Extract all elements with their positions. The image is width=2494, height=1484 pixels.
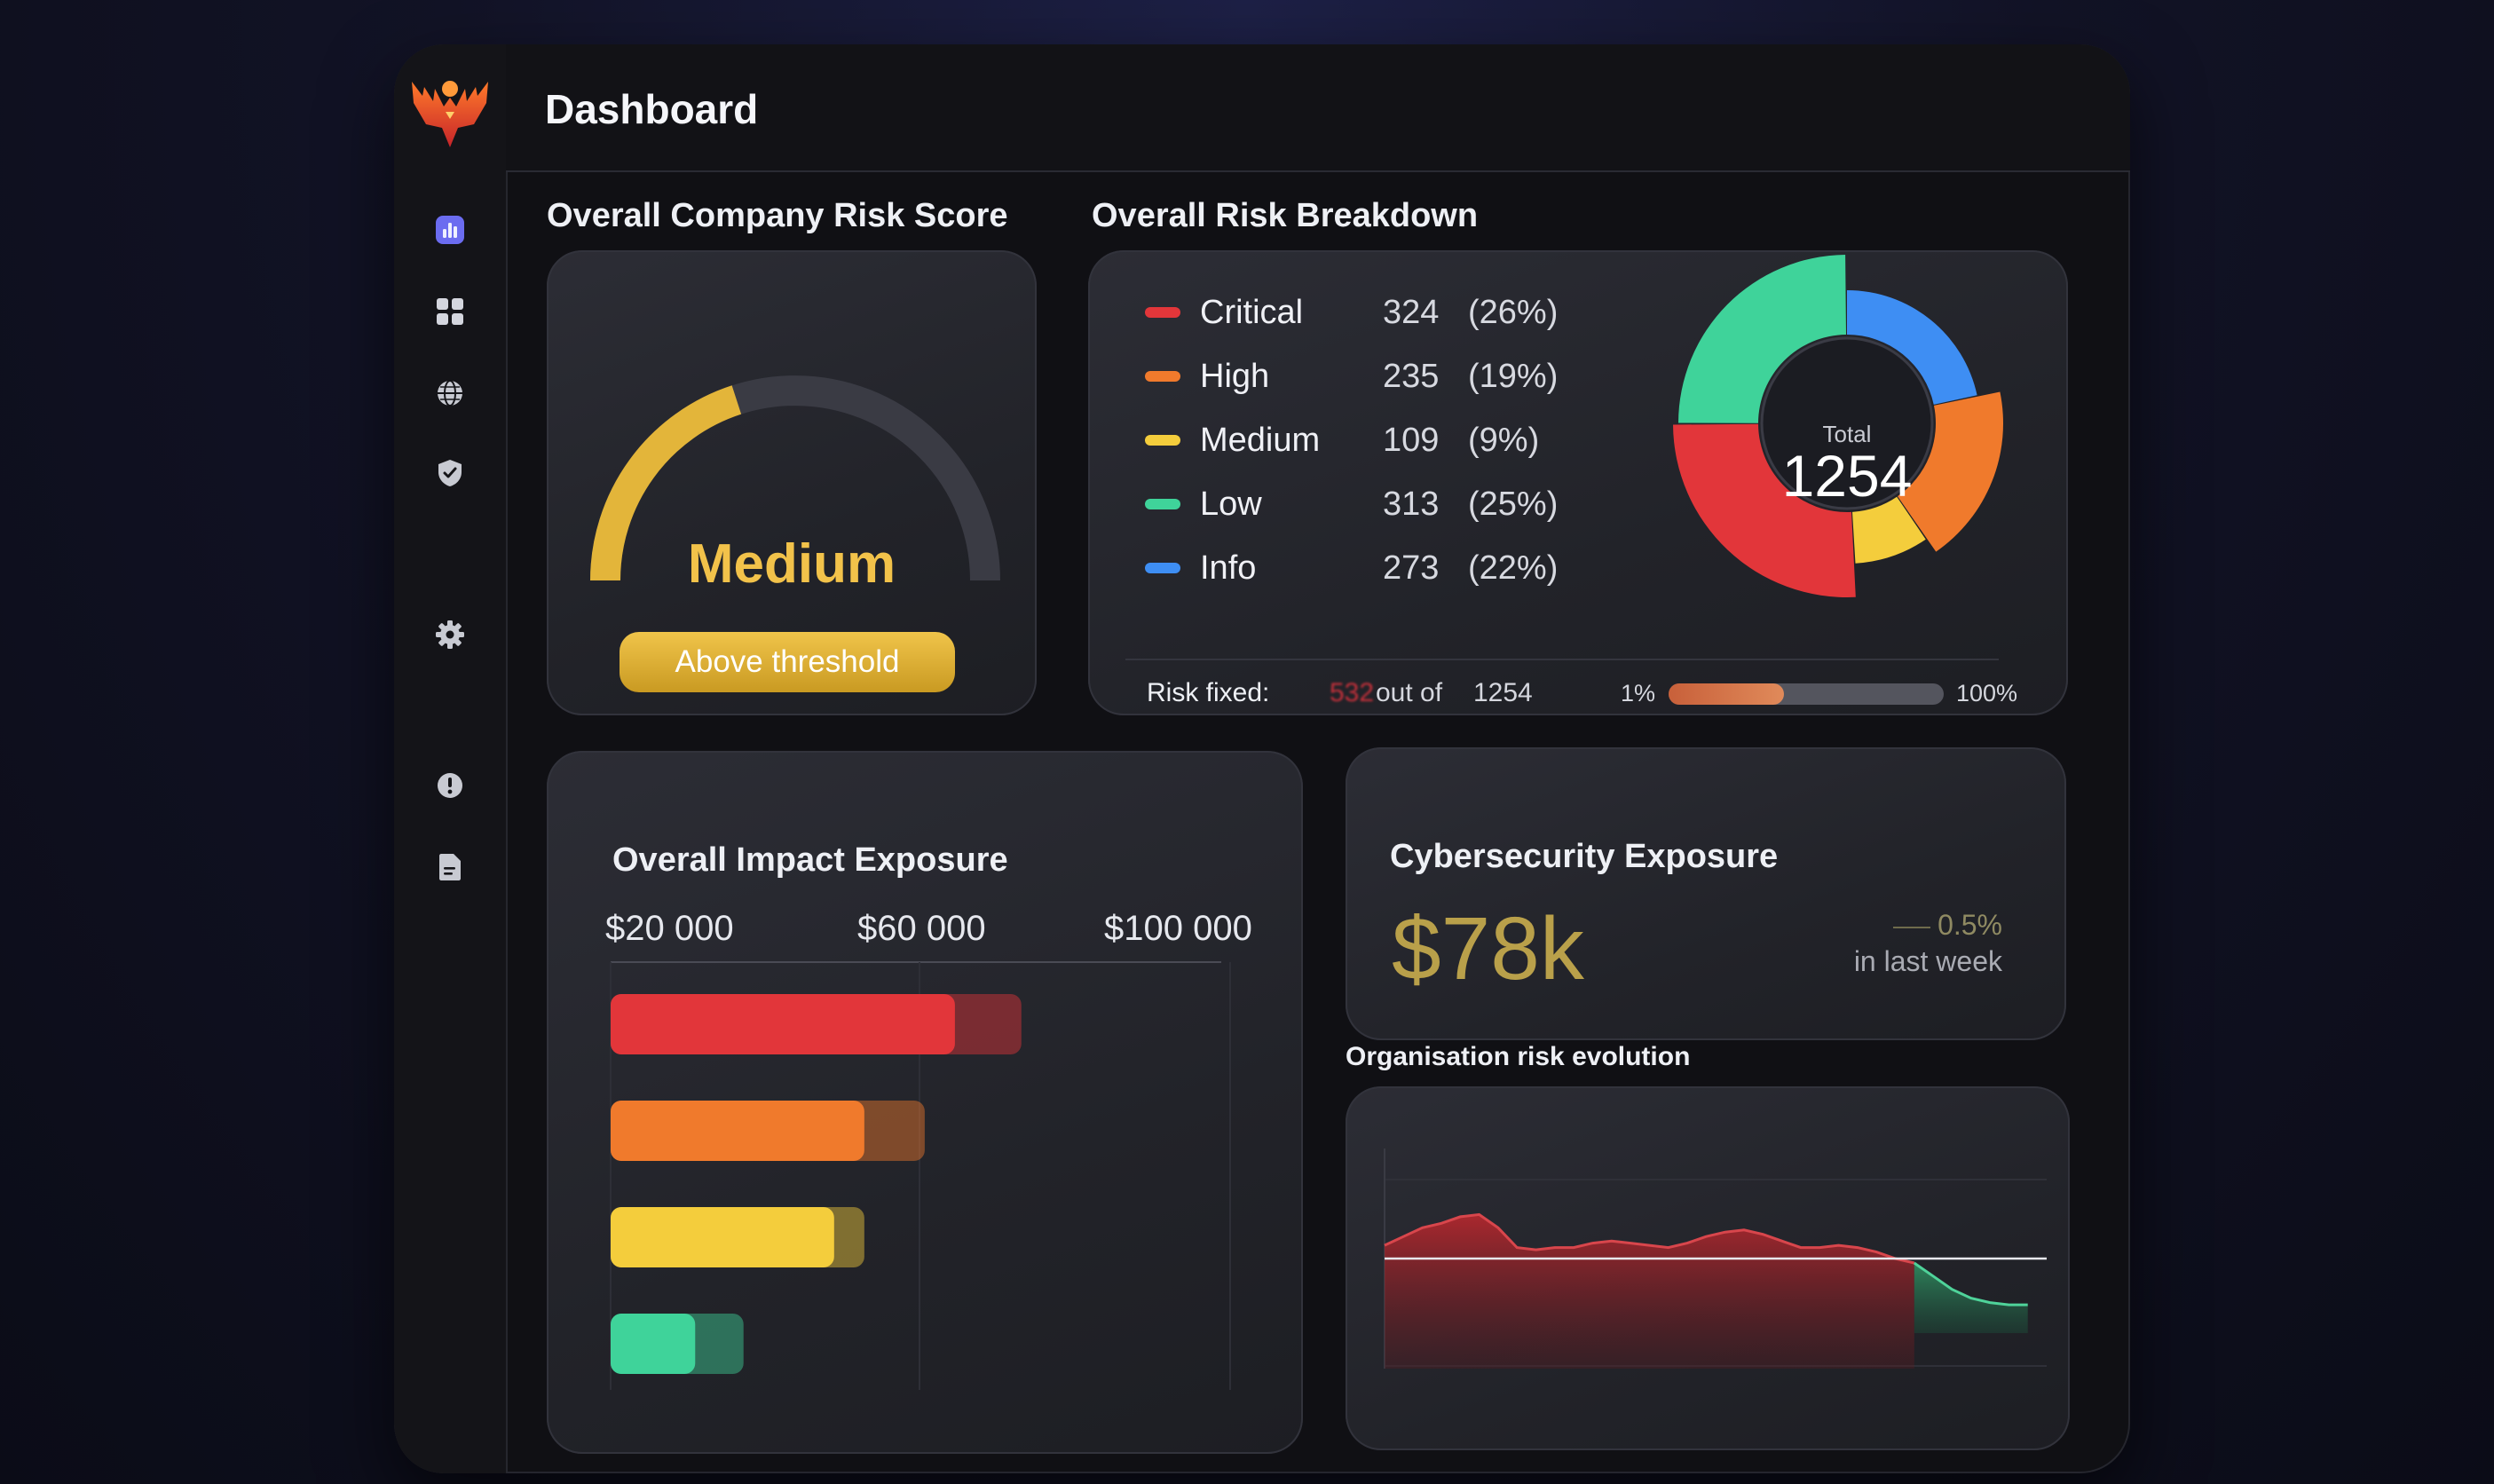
risk-fixed-total: 1254 — [1473, 678, 1533, 707]
app-window: Dashboard Overall Company Risk Score Ove… — [394, 44, 2130, 1473]
page-title: Dashboard — [545, 86, 759, 132]
nav-settings[interactable] — [428, 612, 472, 657]
alert-circle-icon — [438, 773, 462, 798]
risk-fixed-progress-track — [1669, 683, 1944, 705]
bar-chart-icon — [436, 216, 464, 244]
top-bar: Dashboard — [506, 44, 2130, 172]
donut-total-value: 1254 — [1781, 443, 1913, 509]
nav-reports[interactable] — [428, 845, 472, 889]
risk-breakdown-title: Overall Risk Breakdown — [1092, 197, 1479, 234]
cyber-period: in last week — [1853, 945, 2002, 977]
document-icon — [439, 854, 461, 880]
shield-check-icon — [438, 460, 462, 486]
legend-count: 313 — [1383, 485, 1440, 523]
donut-slice-critical[interactable] — [1673, 423, 1856, 597]
cyber-value: $78k — [1392, 899, 1584, 999]
legend-row-critical: Critical 324 (26%) — [1145, 288, 1558, 337]
risk-line-above — [1384, 1212, 1915, 1265]
tick-label: $60 000 — [857, 909, 986, 948]
legend-percent: (19%) — [1468, 357, 1559, 395]
legend-label: High — [1200, 357, 1270, 395]
phoenix-logo — [412, 81, 488, 147]
nav-apps[interactable] — [428, 289, 472, 334]
risk-area-above — [1385, 1214, 1914, 1369]
threshold-badge: Above threshold — [620, 632, 955, 692]
risk-fixed-label: Risk fixed: — [1147, 678, 1270, 707]
medium-swatch — [1145, 435, 1180, 446]
legend-label: Info — [1200, 549, 1257, 587]
legend-count: 273 — [1383, 549, 1440, 587]
sidebar — [394, 44, 508, 1473]
legend-row-info: Info 273 (22%) — [1145, 543, 1558, 593]
legend-row-low: Low 313 (25%) — [1145, 479, 1558, 529]
cyber-change-value: 0.5% — [1938, 909, 2002, 941]
impact-bar[interactable] — [611, 994, 955, 1054]
impact-bar-chart — [610, 961, 1231, 1390]
risk-area-below — [1914, 1263, 2028, 1333]
risk-score-title: Overall Company Risk Score — [547, 197, 1008, 234]
legend-label: Critical — [1200, 293, 1304, 331]
legend-percent: (22%) — [1468, 549, 1559, 587]
info-swatch — [1145, 563, 1180, 573]
legend-percent: (26%) — [1468, 293, 1559, 331]
risk-score-card[interactable]: Medium Above threshold — [547, 250, 1037, 715]
trend-line-icon — [1893, 926, 1931, 928]
legend-count: 235 — [1383, 357, 1440, 395]
donut-slice-high[interactable] — [1897, 391, 2003, 552]
tick-label: $20 000 — [605, 909, 734, 948]
risk-evolution-chart — [1384, 1149, 2047, 1369]
globe-icon — [438, 380, 462, 407]
legend-percent: (9%) — [1468, 421, 1540, 459]
cyber-title: Cybersecurity Exposure — [1390, 838, 1779, 875]
risk-line-below — [1913, 1261, 2028, 1306]
legend-label: Low — [1200, 485, 1262, 523]
legend-label: Medium — [1200, 421, 1321, 459]
impact-title: Overall Impact Exposure — [612, 841, 1008, 879]
risk-fixed-count: 532 — [1330, 678, 1375, 707]
risk-breakdown-card[interactable]: Critical 324 (26%) High 235 (19%) Medium… — [1088, 250, 2068, 715]
donut-slice-info[interactable] — [1847, 290, 1977, 405]
impact-bar[interactable] — [611, 1101, 864, 1161]
legend-percent: (25%) — [1468, 485, 1559, 523]
tick-label: $100 000 — [1104, 909, 1252, 948]
risk-gauge — [590, 375, 1000, 581]
evolution-title: Organisation risk evolution — [1346, 1042, 1691, 1071]
critical-swatch — [1145, 307, 1180, 318]
donut-slice-low[interactable] — [1678, 255, 1846, 423]
impact-bar[interactable] — [611, 1207, 834, 1267]
donut-total-label: Total — [1822, 421, 1872, 447]
legend-count: 109 — [1383, 421, 1440, 459]
grid-icon — [437, 298, 463, 325]
legend-count: 324 — [1383, 293, 1440, 331]
nav-dashboard[interactable] — [428, 208, 472, 252]
legend-row-high: High 235 (19%) — [1145, 351, 1558, 401]
donut-slice-medium[interactable] — [1852, 496, 1926, 564]
gear-icon — [436, 620, 464, 649]
nav-alerts[interactable] — [428, 763, 472, 808]
cyber-change: 0.5% — [1854, 909, 2002, 942]
low-swatch — [1145, 499, 1180, 509]
risk-level-label: Medium — [687, 533, 896, 595]
risk-fixed-progress-fill — [1669, 683, 1785, 705]
impact-exposure-card[interactable]: Overall Impact Exposure $20 000 $60 000 … — [547, 751, 1303, 1454]
nav-security[interactable] — [428, 451, 472, 495]
divider — [1125, 659, 1999, 660]
risk-evolution-card[interactable] — [1346, 1086, 2070, 1450]
progress-min-label: 1% — [1621, 680, 1656, 706]
high-swatch — [1145, 371, 1180, 382]
cyber-change-block: 0.5% in last week — [1854, 909, 2002, 978]
nav-network[interactable] — [428, 371, 472, 415]
gauge-fill-arc — [590, 385, 742, 581]
legend-row-medium: Medium 109 (9%) — [1145, 415, 1539, 465]
risk-donut-chart — [1673, 255, 2003, 597]
risk-fixed-out-of: out of — [1376, 678, 1443, 707]
cyber-exposure-card[interactable]: Cybersecurity Exposure $78k 0.5% in last… — [1346, 747, 2066, 1040]
progress-max-label: 100% — [1956, 680, 2018, 706]
impact-bar[interactable] — [611, 1314, 696, 1374]
